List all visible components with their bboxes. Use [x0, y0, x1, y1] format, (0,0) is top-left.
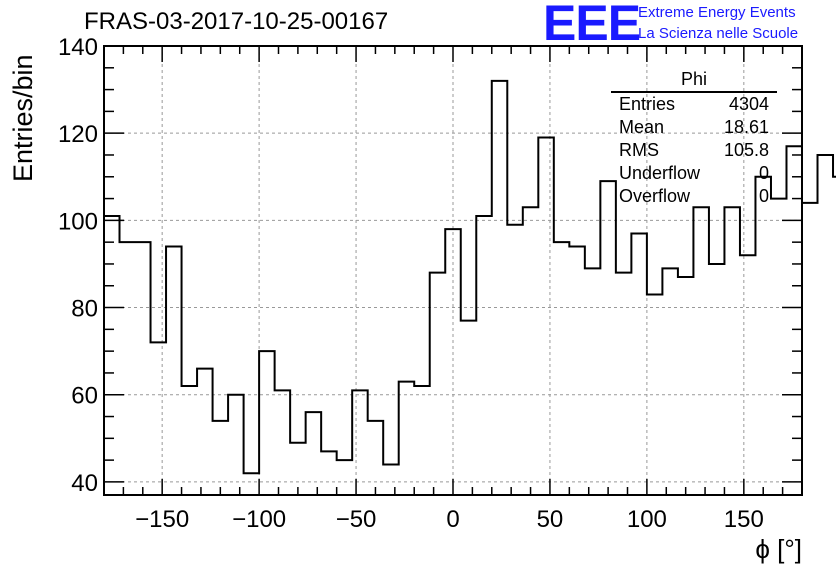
- axis-ticks: [103, 45, 803, 495]
- logo-subtitle-1: Extreme Energy Events: [638, 4, 796, 21]
- x-axis-title: ϕ [°]: [755, 534, 802, 564]
- stats-row-overflow: Overflow 0: [611, 185, 777, 208]
- stats-box-title: Phi: [611, 69, 777, 93]
- histogram-step-line: [104, 79, 836, 475]
- stats-row-underflow: Underflow 0: [611, 162, 777, 185]
- stats-row-rms: RMS 105.8: [611, 139, 777, 162]
- eee-logo: EEE: [543, 0, 641, 51]
- x-tick-label: −150: [135, 506, 189, 533]
- x-tick-labels: −150 −100 −50 0 50 100 150: [135, 506, 764, 533]
- y-tick-label: 40: [71, 470, 98, 497]
- x-tick-label: 50: [537, 506, 564, 533]
- stats-box: Phi Entries 4304 Mean 18.61 RMS 105.8 Un…: [611, 69, 777, 208]
- y-axis-title: Entries/bin: [8, 54, 38, 182]
- stats-label: Mean: [619, 117, 665, 137]
- plot-title: FRAS-03-2017-10-25-00167: [84, 8, 389, 35]
- stats-label: Underflow: [619, 163, 701, 183]
- stats-label: Overflow: [619, 186, 691, 206]
- logo-subtitle-2: La Scienza nelle Scuole: [638, 25, 799, 42]
- y-tick-label: 120: [58, 121, 98, 148]
- x-tick-label: −100: [232, 506, 286, 533]
- stats-row-entries: Entries 4304: [611, 93, 777, 116]
- stats-value: 105.8: [723, 140, 769, 160]
- y-tick-labels: 40 60 80 100 120 140: [58, 34, 98, 497]
- y-tick-label: 100: [58, 208, 98, 235]
- x-tick-label: 0: [446, 506, 459, 533]
- stats-label: Entries: [619, 94, 676, 114]
- x-tick-label: −50: [336, 506, 377, 533]
- stats-value: 18.61: [723, 117, 769, 137]
- y-tick-label: 140: [58, 34, 98, 61]
- y-tick-label: 60: [71, 383, 98, 410]
- x-tick-label: 150: [724, 506, 764, 533]
- stats-value: 4304: [728, 94, 769, 114]
- stats-value: 0: [758, 186, 769, 206]
- y-tick-label: 80: [71, 296, 98, 323]
- stats-value: 0: [758, 163, 769, 183]
- stats-label: RMS: [619, 140, 659, 160]
- stats-row-mean: Mean 18.61: [611, 116, 777, 139]
- x-tick-label: 100: [627, 506, 667, 533]
